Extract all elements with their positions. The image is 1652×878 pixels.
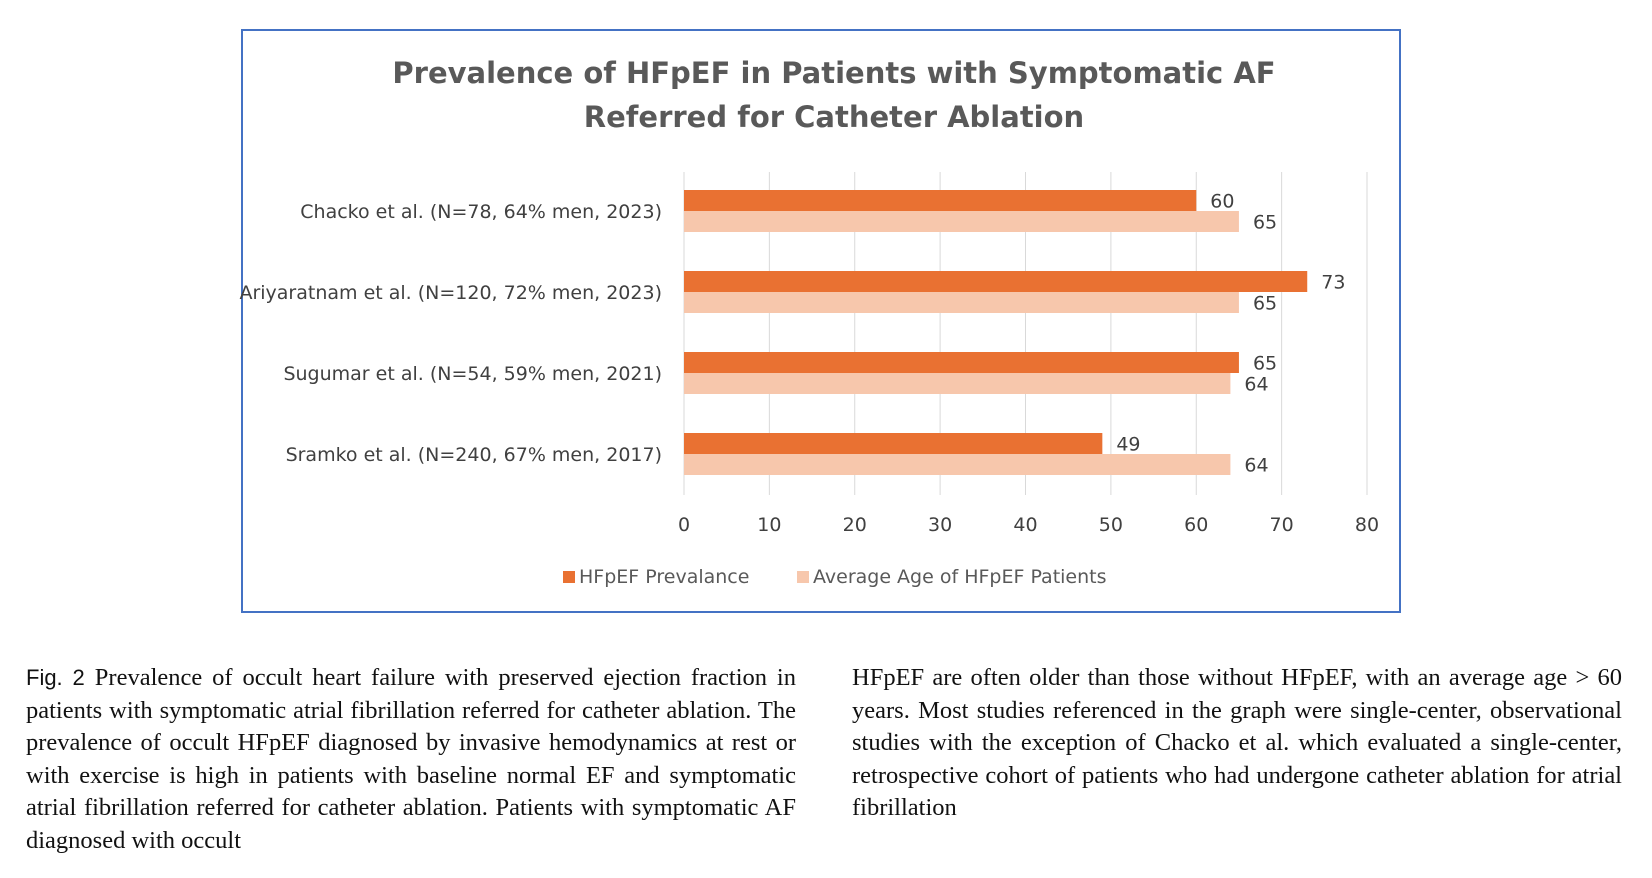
category-label: Ariyaratnam et al. (N=120, 72% men, 2023…: [239, 282, 662, 304]
bar-prevalence: [684, 271, 1308, 292]
category-label: Sugumar et al. (N=54, 59% men, 2021): [283, 363, 662, 385]
x-tick-label: 30: [928, 514, 952, 536]
data-label: 60: [1210, 191, 1234, 213]
data-label: 49: [1116, 434, 1140, 456]
figure-label: Fig. 2: [26, 665, 85, 690]
legend-label: Average Age of HFpEF Patients: [813, 566, 1107, 588]
x-tick-label: 80: [1355, 514, 1379, 536]
legend-swatch: [797, 571, 809, 583]
x-tick-label: 20: [843, 514, 867, 536]
x-tick-label: 0: [678, 514, 690, 536]
bar-prevalence: [684, 352, 1239, 373]
data-label: 73: [1321, 272, 1345, 294]
category-label: Sramko et al. (N=240, 67% men, 2017): [286, 444, 662, 466]
data-label: 64: [1244, 374, 1268, 396]
category-label: Chacko et al. (N=78, 64% men, 2023): [300, 201, 662, 223]
legend: HFpEF Prevalance Average Age of HFpEF Pat…: [563, 566, 1107, 588]
caption-text-left: Prevalence of occult heart failure with …: [26, 664, 796, 854]
figure-caption-left: Fig. 2 Prevalence of occult heart failure…: [26, 662, 796, 857]
chart-frame: [241, 29, 1401, 613]
bar-average-age: [684, 454, 1231, 475]
bar-prevalence: [684, 190, 1197, 211]
bar-average-age: [684, 373, 1231, 394]
legend-swatch: [563, 571, 575, 583]
plot-area: 0 10 20 30 40 50 60 70 80 Chacko et al. (N=78, 64…: [239, 172, 1379, 536]
x-tick-label: 50: [1099, 514, 1123, 536]
chart-title-line-1: Prevalence of HFpEF in Patients with Sym…: [392, 56, 1275, 90]
data-label: 65: [1253, 293, 1277, 315]
x-tick-label: 10: [757, 514, 781, 536]
caption-text-right: HFpEF are often older than those without…: [852, 664, 1622, 821]
data-label: 65: [1253, 212, 1277, 234]
x-tick-label: 40: [1013, 514, 1037, 536]
figure-caption-right: HFpEF are often older than those without…: [852, 662, 1622, 825]
chart-title-line-2: Referred for Catheter Ablation: [584, 100, 1084, 134]
bar-prevalence: [684, 433, 1103, 454]
data-label: 64: [1244, 455, 1268, 477]
bar-average-age: [684, 292, 1239, 313]
x-tick-label: 60: [1184, 514, 1208, 536]
legend-label: HFpEF Prevalance: [579, 566, 749, 588]
bar-average-age: [684, 211, 1239, 232]
x-tick-label: 70: [1270, 514, 1294, 536]
data-label: 65: [1253, 353, 1277, 375]
